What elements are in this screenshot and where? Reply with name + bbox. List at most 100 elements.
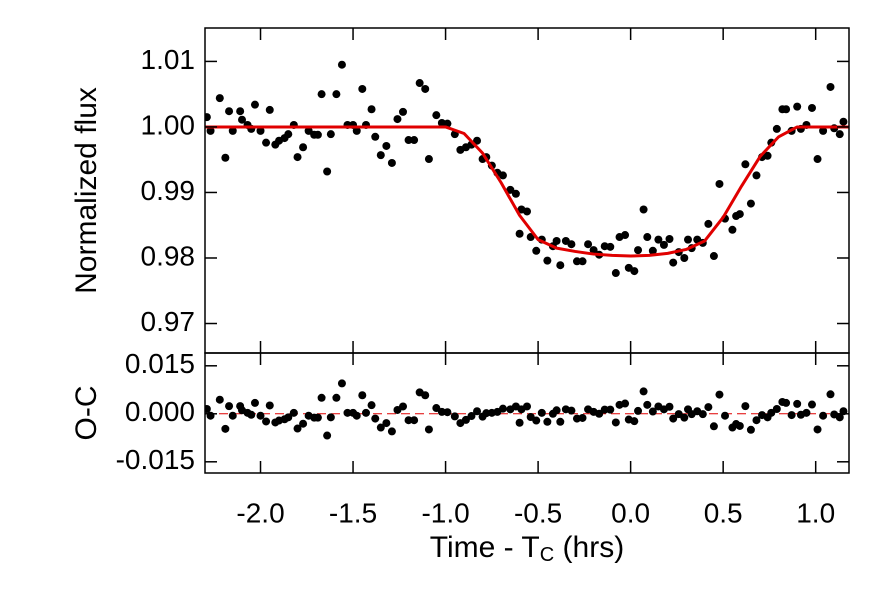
plot-area bbox=[205, 60, 849, 278]
data-point bbox=[680, 253, 689, 262]
data-point bbox=[250, 100, 259, 109]
data-point bbox=[304, 126, 313, 135]
data-point bbox=[621, 399, 630, 408]
data-point bbox=[543, 417, 552, 426]
y-axis-title: O-C bbox=[70, 386, 103, 441]
data-point bbox=[387, 427, 396, 436]
data-point bbox=[225, 402, 234, 411]
data-point bbox=[421, 391, 430, 400]
plot-frame bbox=[204, 352, 850, 474]
data-point bbox=[511, 189, 520, 198]
data-point bbox=[323, 167, 332, 176]
data-point bbox=[787, 411, 796, 420]
data-point bbox=[715, 390, 724, 399]
data-point bbox=[410, 136, 419, 145]
y-tick-label: 1.01 bbox=[141, 44, 196, 75]
data-point bbox=[665, 402, 674, 411]
data-point bbox=[630, 417, 639, 426]
data-point bbox=[450, 412, 459, 421]
data-point bbox=[600, 405, 609, 414]
data-point bbox=[634, 246, 643, 255]
x-tick-label: 0.0 bbox=[611, 497, 650, 528]
data-point bbox=[371, 414, 380, 423]
data-point bbox=[709, 252, 718, 261]
data-point bbox=[556, 261, 565, 270]
data-point bbox=[648, 246, 657, 255]
data-point bbox=[332, 393, 341, 402]
data-point bbox=[826, 390, 835, 399]
data-point bbox=[293, 424, 302, 433]
data-point bbox=[313, 413, 322, 422]
y-axis-title: Normalized flux bbox=[70, 87, 103, 294]
data-point bbox=[684, 235, 692, 244]
data-point bbox=[326, 413, 335, 422]
data-point bbox=[498, 171, 507, 180]
data-point bbox=[606, 405, 615, 414]
data-point bbox=[289, 408, 298, 417]
data-point bbox=[317, 393, 326, 402]
data-point bbox=[552, 406, 561, 415]
data-point bbox=[404, 416, 413, 425]
data-point bbox=[387, 158, 396, 167]
data-point bbox=[839, 117, 848, 126]
x-tick-label: -2.0 bbox=[236, 497, 284, 528]
x-axis-title: Time - TC (hrs) bbox=[430, 531, 624, 566]
data-point bbox=[299, 143, 308, 152]
data-point bbox=[393, 115, 402, 124]
plot-area bbox=[205, 379, 848, 440]
data-point bbox=[467, 412, 476, 421]
data-point bbox=[247, 410, 256, 419]
data-point bbox=[621, 231, 630, 240]
data-point bbox=[293, 153, 302, 162]
data-point bbox=[643, 400, 652, 409]
data-point bbox=[746, 199, 755, 208]
y-tick-label: 0.97 bbox=[141, 306, 196, 337]
data-point bbox=[772, 124, 781, 133]
data-point bbox=[648, 407, 657, 416]
data-point bbox=[358, 84, 367, 93]
data-point bbox=[578, 413, 587, 422]
data-point bbox=[256, 411, 265, 420]
data-point bbox=[205, 405, 211, 413]
x-tick-label: -1.0 bbox=[421, 497, 469, 528]
data-point bbox=[793, 102, 802, 111]
data-point bbox=[634, 406, 643, 415]
data-point bbox=[498, 404, 507, 413]
data-point bbox=[352, 411, 361, 420]
data-point bbox=[225, 107, 234, 116]
data-point bbox=[709, 422, 718, 431]
data-point bbox=[382, 141, 391, 150]
data-point bbox=[515, 418, 524, 427]
data-point bbox=[793, 399, 802, 408]
data-point bbox=[572, 257, 581, 266]
data-point bbox=[746, 425, 755, 434]
data-point bbox=[589, 246, 598, 255]
data-point bbox=[284, 130, 293, 139]
data-point bbox=[337, 379, 346, 388]
data-point bbox=[537, 408, 546, 417]
data-point bbox=[715, 179, 724, 188]
y-tick-label: 0.015 bbox=[125, 348, 195, 379]
data-point bbox=[256, 126, 265, 135]
data-point bbox=[584, 240, 593, 249]
data-point bbox=[807, 400, 816, 409]
data-point bbox=[337, 60, 346, 69]
data-point bbox=[215, 395, 224, 404]
data-point bbox=[404, 136, 413, 145]
data-point bbox=[639, 205, 648, 214]
data-point bbox=[532, 416, 541, 425]
data-point bbox=[578, 257, 587, 266]
data-point bbox=[523, 402, 531, 411]
data-point bbox=[772, 405, 781, 413]
data-point bbox=[567, 240, 576, 249]
data-point bbox=[323, 431, 332, 440]
data-point bbox=[515, 229, 524, 238]
data-point bbox=[782, 105, 791, 114]
y-tick-label: -0.015 bbox=[116, 444, 195, 475]
x-axis-title-sub: C bbox=[540, 544, 554, 566]
data-point bbox=[552, 236, 561, 245]
data-point bbox=[228, 411, 237, 420]
data-point bbox=[819, 411, 828, 420]
x-axis-title-main: Time - T bbox=[430, 531, 540, 564]
